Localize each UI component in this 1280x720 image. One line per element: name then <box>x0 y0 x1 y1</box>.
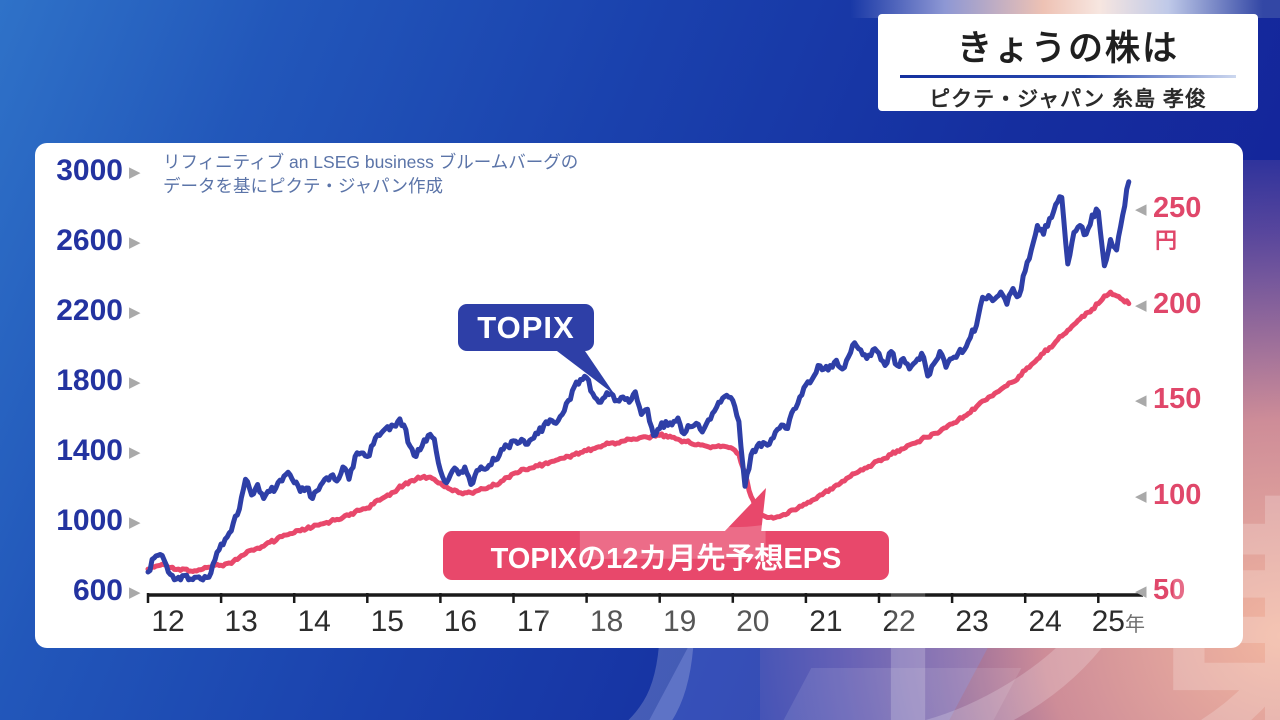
eps-callout-tail <box>723 488 766 533</box>
page-title: きょうの株は <box>956 29 1179 68</box>
left-axis-tick-label: 2600 <box>56 224 123 257</box>
program-title-box: きょうの株は ピクテ・ジャパン 糸島 孝俊 <box>878 14 1258 111</box>
right-axis-tick-label: 100 <box>1153 478 1202 511</box>
left-axis-marker-icon: ▶ <box>129 234 141 251</box>
x-axis-tick-label: 17 <box>516 605 551 638</box>
right-axis-marker-icon: ◀ <box>1135 201 1147 218</box>
x-axis-tick-label: 19 <box>663 605 697 638</box>
right-axis-tick-label: 150 <box>1153 383 1202 415</box>
right-axis-tick-label: 50 <box>1153 574 1186 606</box>
line-chart <box>145 179 1143 603</box>
eps-line <box>145 289 1132 574</box>
x-axis-tick-label: 20 <box>736 605 770 638</box>
right-axis-tick-label: 200 <box>1153 287 1202 320</box>
left-axis-tick-label: 600 <box>72 574 123 607</box>
left-axis-marker-icon: ▶ <box>129 444 141 461</box>
x-axis-tick-label: 21 <box>809 605 843 638</box>
left-axis-tick-label: 1800 <box>56 364 123 397</box>
source-note-line1: リフィニティブ an LSEG business ブルームバーグの <box>163 152 579 172</box>
left-axis-marker-icon: ▶ <box>129 304 141 321</box>
x-axis-tick-label: 25年 <box>1091 605 1145 638</box>
left-axis-marker-icon: ▶ <box>129 514 141 531</box>
right-axis-unit-label: 円 <box>1155 228 1178 253</box>
chart-panel: リフィニティブ an LSEG business ブルームバーグの データを基に… <box>35 143 1243 648</box>
background-shard <box>768 668 1022 720</box>
right-axis-marker-icon: ◀ <box>1135 296 1147 314</box>
left-axis-marker-icon: ▶ <box>129 584 141 601</box>
x-axis-tick-label: 15 <box>370 605 404 638</box>
x-axis-tick-label: 13 <box>224 605 258 638</box>
x-axis-tick-label: 23 <box>955 605 989 638</box>
source-note: リフィニティブ an LSEG business ブルームバーグの データを基に… <box>163 151 623 198</box>
topix-series-label: TOPIX <box>458 304 594 351</box>
right-axis-marker-icon: ◀ <box>1135 392 1147 409</box>
left-axis-tick-label: 3000 <box>56 154 123 187</box>
right-axis-marker-icon: ◀ <box>1135 487 1147 505</box>
eps-series-label: TOPIXの12カ月先予想EPS <box>443 531 889 580</box>
x-axis-tick-label: 16 <box>443 605 478 638</box>
topix-callout-tail <box>553 348 615 395</box>
x-axis-tick-label: 24 <box>1028 605 1062 638</box>
left-axis-tick-label: 1000 <box>56 504 123 537</box>
x-axis-tick-label: 18 <box>589 605 624 638</box>
page-subtitle: ピクテ・ジャパン 糸島 孝俊 <box>929 88 1207 111</box>
topix-line <box>145 179 1132 583</box>
x-axis-tick-label: 12 <box>151 605 185 638</box>
left-axis-tick-label: 1400 <box>56 434 123 467</box>
x-axis-tick-label: 14 <box>297 605 331 638</box>
right-axis-marker-icon: ◀ <box>1135 583 1147 600</box>
left-axis-tick-label: 2200 <box>56 294 123 327</box>
title-divider <box>900 75 1236 78</box>
left-axis-marker-icon: ▶ <box>129 164 141 181</box>
left-axis-marker-icon: ▶ <box>129 374 141 391</box>
background-top-band <box>850 0 1280 18</box>
source-note-line2: データを基にピクテ・ジャパン作成 <box>163 175 443 196</box>
x-axis-tick-label: 22 <box>882 605 916 638</box>
right-axis-tick-label: 250 <box>1153 192 1202 224</box>
